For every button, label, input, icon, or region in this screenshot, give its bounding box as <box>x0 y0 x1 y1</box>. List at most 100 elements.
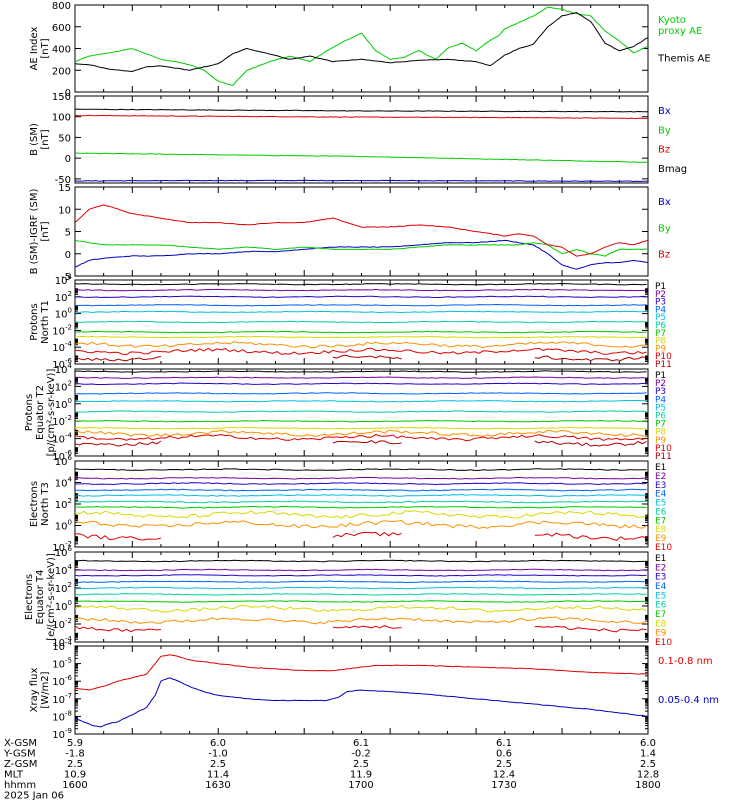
footer-row-label: X-GSM <box>4 738 37 749</box>
legend-label: E8 <box>655 619 667 629</box>
footer-row-label: Z-GSM <box>4 759 37 770</box>
y-tick-label: 150 <box>52 92 71 103</box>
panel-pt2: 10-6 10-4 10-2 100 102 104 Protons Equator T2 [p… <box>24 362 672 463</box>
legend-label: Themis AE <box>657 54 711 65</box>
channel-line <box>75 533 162 541</box>
channel-line <box>75 392 647 395</box>
y-axis-label: Electrons <box>24 574 35 620</box>
plot-area <box>75 108 648 183</box>
y-axis-label: [nT] <box>40 38 51 58</box>
y-tick-label: 10 <box>58 205 71 216</box>
footer-value: 2.5 <box>640 759 656 770</box>
y-tick-label: 15 <box>58 183 71 194</box>
channel-line <box>75 330 647 334</box>
plot-area <box>75 204 648 270</box>
footer-value: 6.0 <box>210 738 226 749</box>
footer-value: 12.8 <box>637 770 659 781</box>
footer-value: 2.5 <box>496 759 512 770</box>
channel-line <box>75 310 647 314</box>
channel-line <box>75 580 647 584</box>
legend-label: E7 <box>655 610 666 620</box>
y-tick-label: 10-6 <box>52 449 72 463</box>
plot-area <box>75 282 647 362</box>
channel-line <box>75 586 647 590</box>
panel-pt1: 10-6 10-4 10-2 100 102 104 Protons North T1 P1P2… <box>29 273 672 371</box>
panel-frame <box>74 551 649 643</box>
series-line <box>75 114 648 120</box>
y-axis-label: Equator T4 <box>35 570 46 625</box>
y-tick-label: 0 <box>65 250 71 261</box>
legend-label: P5 <box>655 403 666 413</box>
y-axis-label: [nT] <box>40 129 51 149</box>
plot-area <box>75 370 647 447</box>
legend-label: P7 <box>655 329 666 339</box>
y-tick-label: 102 <box>55 290 72 304</box>
legend-label: P1 <box>655 371 666 381</box>
y-tick-label: 10-4 <box>52 432 72 446</box>
y-axis-label: B (SM)-IGRF (SM) <box>29 189 40 275</box>
legend-label: Kyoto <box>658 15 686 26</box>
legend-label: 0.05-0.4 nm <box>658 695 719 706</box>
legend-label: Bx <box>658 197 671 208</box>
y-tick-label: 10-6 <box>52 674 72 688</box>
plot-area <box>75 468 647 541</box>
channel-line <box>75 320 647 324</box>
channel-line <box>75 625 161 633</box>
footer-value: 1700 <box>348 780 373 791</box>
legend-label: P3 <box>655 387 666 397</box>
y-tick-label: 100 <box>55 599 72 613</box>
legend-label: E2 <box>655 472 666 482</box>
y-tick-label: 10-4 <box>52 639 72 653</box>
y-tick-label: 10-2 <box>52 617 72 631</box>
legend-label: By <box>658 125 671 136</box>
channel-line <box>75 616 647 625</box>
footer-date: 2025 Jan 06 <box>4 791 64 800</box>
y-tick-label: 10-6 <box>52 357 72 371</box>
footer-value: 1800 <box>635 780 660 791</box>
y-tick-label: 104 <box>55 362 73 376</box>
y-axis-label: [p/(cm²-s-sr-keV)] <box>46 369 57 457</box>
legend-label: E5 <box>655 499 666 509</box>
y-tick-label: 100 <box>55 397 72 411</box>
legend-label: P9 <box>655 344 666 354</box>
y-tick-label: 106 <box>55 454 73 468</box>
legend-label: P10 <box>655 352 672 362</box>
channel-line <box>75 482 647 486</box>
y-axis-label: [nT] <box>40 221 51 241</box>
ephemeris-footer: X-GSM 5.9 6.0 6.1 6.1 6.0 Y-GSM -1.8 -1.0 -0.2 0.6… <box>3 738 661 800</box>
y-axis-label: [e/(cm²-s-sr-keV)] <box>46 553 57 641</box>
y-tick-label: 0 <box>65 154 71 165</box>
footer-value: 2.5 <box>353 759 369 770</box>
channel-line <box>534 355 647 362</box>
y-axis-label: B (SM) <box>29 123 40 156</box>
legend-label: P1 <box>655 282 666 292</box>
channel-line <box>75 295 647 299</box>
legend-label: By <box>658 223 671 234</box>
channel-line <box>75 303 647 307</box>
footer-value: 6.0 <box>640 738 656 749</box>
legend-label: Bz <box>658 250 670 261</box>
y-tick-label: 10-8 <box>52 709 72 723</box>
y-axis-label: Protons <box>29 303 40 340</box>
y-tick-label: 200 <box>52 66 71 77</box>
y-tick-label: 10-2 <box>52 540 72 554</box>
legend-label: P7 <box>655 420 666 430</box>
y-axis-label: AE Index <box>29 26 40 70</box>
footer-value: 2.5 <box>67 759 83 770</box>
y-tick-label: 100 <box>52 113 71 124</box>
y-tick-label: 10-2 <box>52 414 72 428</box>
legend-label: E9 <box>655 534 667 544</box>
y-axis-label: Equator T2 <box>35 385 46 440</box>
y-tick-label: 102 <box>55 497 72 511</box>
legend-label: P11 <box>655 360 672 370</box>
y-tick-label: 10-7 <box>52 692 72 706</box>
footer-value: 1630 <box>205 780 230 791</box>
y-axis-label: North T1 <box>40 300 51 344</box>
series-line <box>75 204 648 257</box>
panel-bsm: -50 0 50 100 150 B (SM) [nT] Bx By Bz Bmag <box>29 92 687 186</box>
y-axis-label: [W/m2] <box>40 671 51 708</box>
legend-label: P5 <box>655 313 666 323</box>
channel-line <box>332 440 402 445</box>
